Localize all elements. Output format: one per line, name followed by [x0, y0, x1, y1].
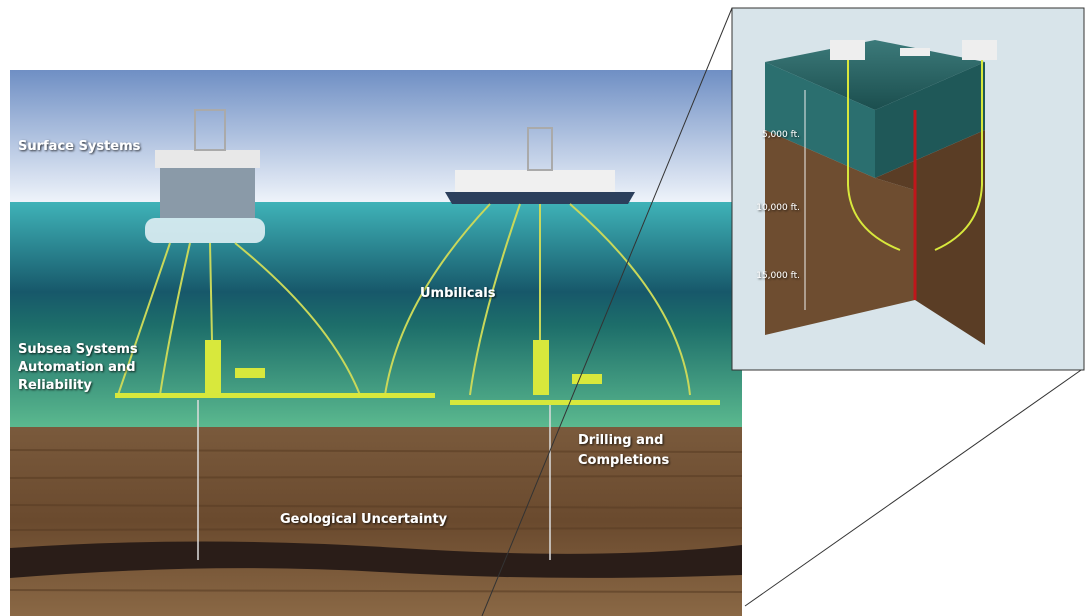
water — [10, 202, 742, 427]
label: Drilling and — [578, 433, 663, 448]
shape — [145, 218, 265, 243]
shape — [481, 7, 733, 616]
shape — [962, 40, 997, 60]
label: Automation and — [18, 360, 136, 375]
black-layer — [10, 541, 742, 578]
shape — [455, 170, 615, 192]
shape — [384, 203, 491, 396]
shape — [847, 60, 901, 251]
label: Completions — [578, 453, 669, 468]
label: Umbilicals — [420, 286, 496, 301]
umbilicals — [117, 203, 691, 396]
inset: 5,000 ft. 10,000 ft. 15,000 ft. — [731, 7, 1085, 371]
shape — [205, 340, 221, 395]
shape — [830, 40, 865, 60]
shape — [527, 127, 553, 171]
shape — [234, 242, 361, 396]
depth-label: 5,000 ft. — [762, 130, 800, 140]
depth-label: 15,000 ft. — [756, 271, 800, 281]
label: Subsea Systems — [18, 342, 138, 357]
shape — [450, 400, 720, 405]
shape — [9, 589, 743, 593]
inset-sea-right — [875, 62, 985, 178]
main-scene — [9, 70, 743, 616]
platform — [145, 109, 265, 243]
shape — [469, 203, 521, 396]
labels: Surface Systems Umbilicals Subsea System… — [18, 139, 669, 527]
label: Surface Systems — [18, 139, 141, 154]
shape — [9, 449, 743, 453]
label: Reliability — [18, 378, 92, 393]
label: Geological Uncertainty — [280, 512, 448, 527]
shape — [9, 527, 743, 531]
inset-rock-left — [765, 130, 915, 335]
shape — [115, 393, 435, 398]
shape — [900, 48, 930, 56]
depth-label: 10,000 ft. — [756, 203, 800, 213]
shape — [194, 109, 226, 151]
shape — [572, 374, 602, 384]
zoom-lines — [481, 7, 1085, 616]
ship — [445, 127, 635, 204]
shape — [235, 368, 265, 378]
shape — [934, 60, 983, 251]
inset-sea-top — [765, 40, 985, 110]
shape — [445, 192, 635, 204]
shape — [209, 242, 213, 341]
inset-rock-right — [875, 130, 985, 345]
shape — [744, 367, 1085, 607]
inset-platforms — [830, 40, 997, 60]
shape — [159, 242, 191, 396]
sky — [10, 70, 742, 202]
subsea-equipment — [115, 340, 720, 405]
shape — [155, 150, 260, 168]
shape — [533, 340, 549, 395]
strata — [9, 449, 743, 593]
inset-wells — [847, 60, 983, 251]
wells — [197, 400, 551, 560]
sediment — [10, 427, 742, 616]
shape — [117, 242, 171, 396]
shape — [569, 203, 691, 396]
shape — [9, 504, 743, 509]
shape — [9, 475, 743, 479]
